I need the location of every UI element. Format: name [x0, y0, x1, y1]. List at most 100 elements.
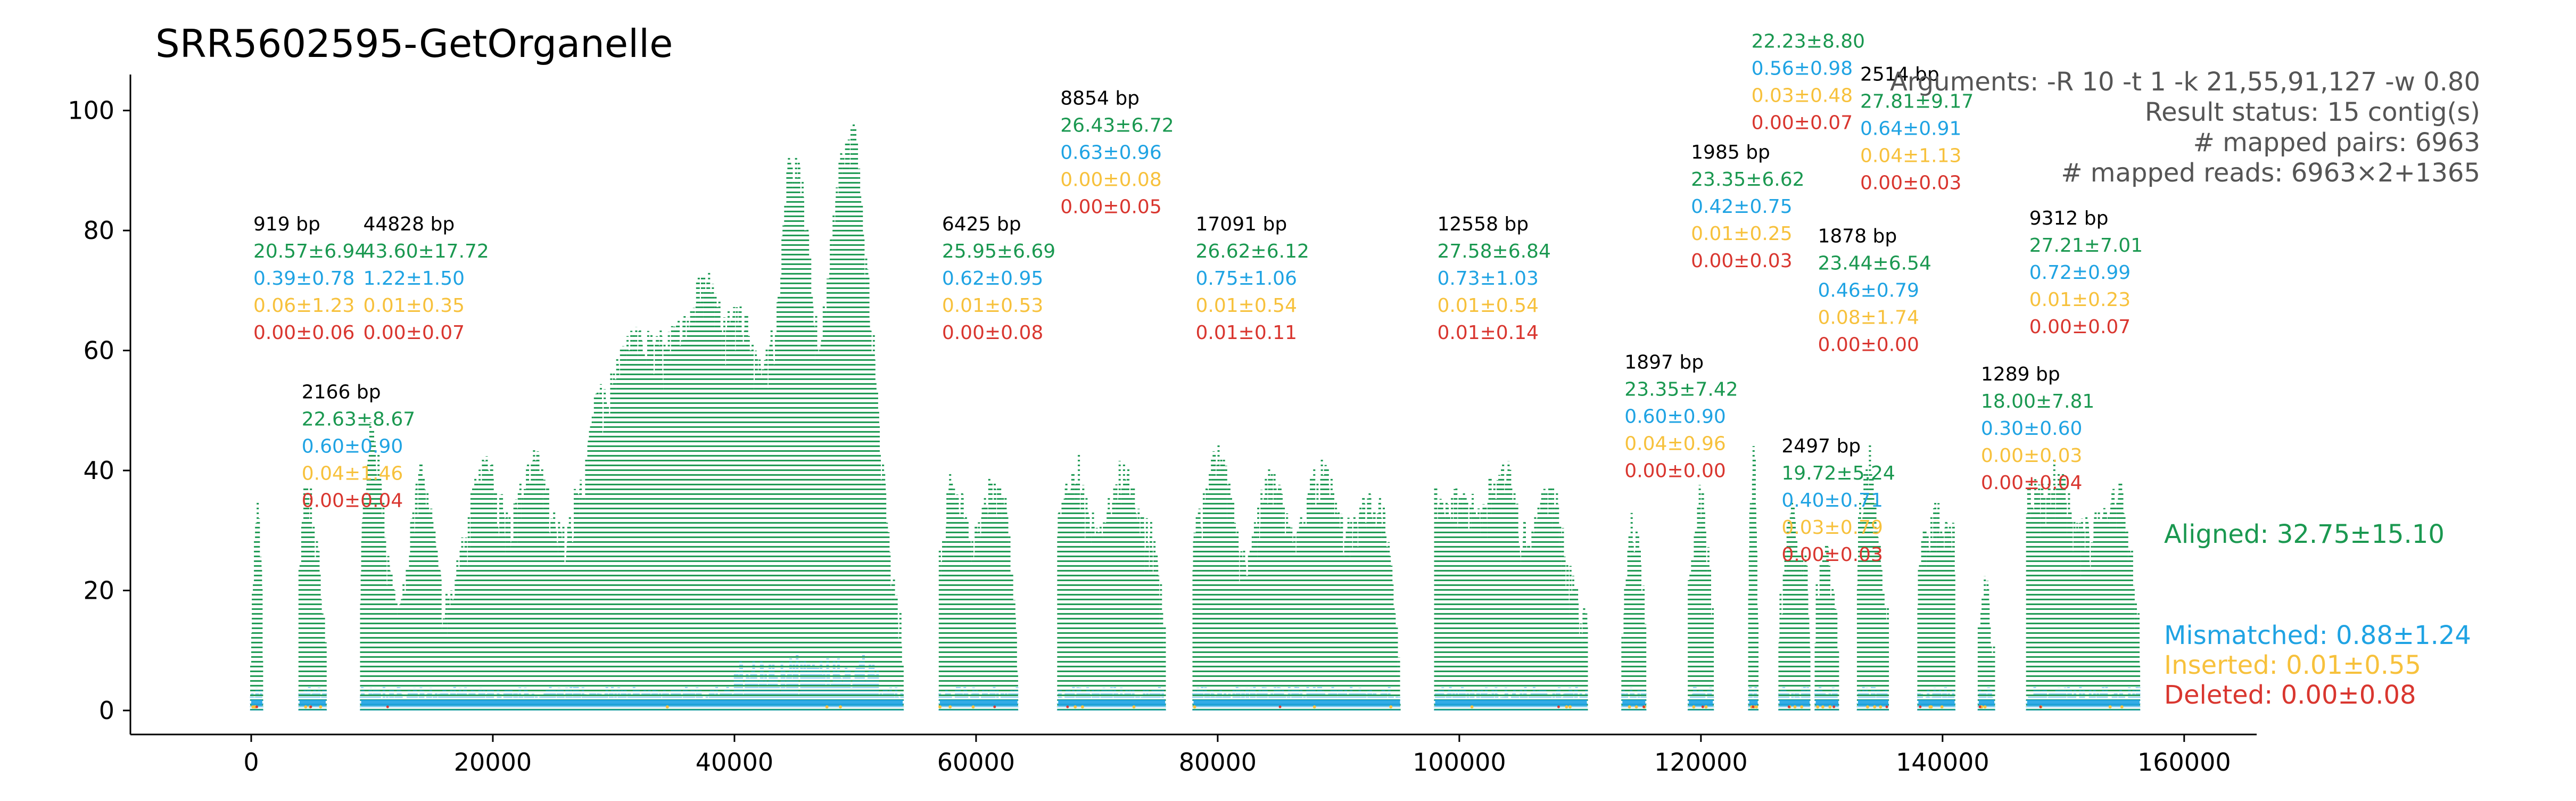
contig-label-15: 1289 bp 18.00±7.81 0.30±0.60 0.00±0.03 0.00±…: [1981, 364, 2094, 494]
legend-mismatched: Mismatched: 0.88±1.24: [2164, 621, 2471, 650]
chart-title: SRR5602595-GetOrganelle: [155, 21, 673, 66]
y-tick-label: 60: [83, 336, 114, 365]
axes-layer: 0 20000 40000 60000 80000 100000 120000 140000 1…: [68, 75, 2257, 777]
contig-inserted-stat: 0.00±0.03: [1981, 445, 2082, 467]
mismatched-baseline: [251, 699, 262, 706]
contig-length-label: 2514 bp: [1860, 63, 1939, 85]
contig-inserted-stat: 0.03±0.48: [1752, 85, 1853, 107]
info-line-1: Arguments: -R 10 -t 1 -k 21,55,91,127 -w…: [1890, 67, 2480, 97]
contig-deleted-stat: 0.00±0.08: [942, 322, 1043, 344]
inserted-point: [938, 705, 942, 709]
contig-length-label: 6425 bp: [942, 213, 1021, 235]
contig-coverage-3: [360, 122, 904, 711]
contig-coverage-11: [1778, 500, 1811, 711]
y-tick-label: 0: [99, 696, 114, 725]
legend-aligned: Aligned: 32.75±15.10: [2164, 519, 2445, 549]
contig-mismatched-stat: 0.40±0.71: [1781, 490, 1883, 511]
mismatched-depth-marks: [2026, 686, 2141, 711]
contig-mismatched-stat: 0.56±0.98: [1752, 58, 1853, 80]
contig-mismatched-stat: 0.60±0.90: [302, 436, 403, 458]
mismatched-baseline: [1779, 699, 1810, 706]
inserted-point: [1879, 705, 1883, 709]
contig-coverage-14: [1917, 503, 1956, 711]
contig-aligned-stat: 26.43±6.72: [1060, 114, 1174, 136]
contig-mismatched-stat: 0.72±0.99: [2029, 262, 2131, 284]
contig-label-10: 22.23±8.80 0.56±0.98 0.03±0.48 0.00±0.07: [1752, 31, 1865, 134]
contig-mismatched-stat: 0.60±0.90: [1624, 406, 1725, 427]
inserted-point: [1800, 705, 1804, 709]
contig-mismatched-stat: 0.46±0.79: [1818, 280, 1919, 302]
contig-length-label: 2166 bp: [302, 382, 381, 403]
aligned-depth-marks: [298, 485, 327, 711]
inserted-point: [1074, 705, 1077, 709]
contig-deleted-stat: 0.00±0.04: [302, 490, 403, 512]
contig-aligned-stat: 22.23±8.80: [1752, 31, 1865, 53]
deleted-point: [1832, 705, 1836, 708]
deleted-point: [1787, 705, 1790, 708]
contig-label-12: 1878 bp 23.44±6.54 0.46±0.79 0.08±1.74 0.00±…: [1818, 226, 1931, 356]
inserted-point: [1312, 705, 1316, 709]
info-line-2: Result status: 15 contig(s): [2145, 97, 2480, 127]
inserted-point: [1929, 705, 1933, 709]
mismatched-baseline: [1815, 699, 1839, 706]
contig-coverage-12: [1814, 543, 1839, 711]
contig-length-label: 1985 bp: [1691, 142, 1770, 163]
contig-length-label: 44828 bp: [364, 213, 455, 235]
contig-aligned-stat: 23.35±6.62: [1691, 169, 1804, 191]
contig-label-9: 1985 bp 23.35±6.62 0.42±0.75 0.01±0.25 0.00±…: [1691, 142, 1804, 272]
aligned-depth-marks: [360, 122, 904, 711]
contig-label-6: 17091 bp 26.62±6.12 0.75±1.06 0.01±0.54 0.01…: [1196, 213, 1309, 344]
contig-aligned-stat: 19.72±5.24: [1781, 463, 1895, 484]
contig-coverage-13: [1856, 444, 1889, 711]
inserted-point: [1692, 705, 1696, 709]
inserted-point: [2120, 705, 2124, 709]
inserted-point: [1816, 705, 1820, 709]
contig-length-label: 1878 bp: [1818, 226, 1897, 247]
y-tick-label: 20: [83, 576, 114, 605]
inserted-point: [1634, 705, 1638, 709]
inserted-point: [1828, 705, 1832, 709]
inserted-point: [1704, 705, 1708, 709]
deleted-point: [386, 705, 389, 708]
inserted-point: [665, 705, 669, 709]
contig-inserted-stat: 0.04±1.13: [1860, 145, 1961, 167]
contig-length-label: 2497 bp: [1781, 435, 1861, 457]
contig-inserted-stat: 0.01±0.23: [2029, 289, 2131, 311]
x-tick-label: 160000: [2137, 748, 2231, 777]
contig-inserted-stat: 0.03±0.79: [1781, 517, 1883, 539]
contig-mismatched-stat: 1.22±1.50: [364, 268, 465, 290]
aligned-depth-marks: [1778, 500, 1811, 711]
aligned-depth-marks: [250, 502, 263, 711]
contig-aligned-stat: 27.81±9.17: [1860, 90, 1974, 112]
x-tick-label: 40000: [696, 748, 773, 777]
x-tick-label: 140000: [1896, 748, 1989, 777]
contig-mismatched-stat: 0.73±1.03: [1437, 268, 1538, 290]
contig-deleted-stat: 0.00±0.07: [2029, 316, 2131, 338]
deleted-point: [1885, 705, 1888, 708]
aligned-depth-marks: [1748, 446, 1758, 711]
deleted-point: [2039, 705, 2042, 708]
mismatched-baseline: [939, 699, 1018, 706]
contig-aligned-stat: 23.35±7.42: [1624, 378, 1738, 400]
contig-inserted-stat: 0.04±1.46: [302, 463, 403, 485]
contig-inserted-stat: 0.01±0.25: [1691, 223, 1792, 245]
aligned-depth-marks: [1917, 503, 1955, 711]
inserted-point: [319, 705, 323, 709]
mismatched-baseline: [1689, 699, 1713, 706]
aligned-depth-marks: [1192, 443, 1401, 711]
contig-deleted-stat: 0.00±0.05: [1060, 196, 1161, 218]
aligned-depth-marks: [2026, 458, 2141, 711]
aligned-depth-marks: [1856, 444, 1889, 711]
contig-aligned-stat: 43.60±17.72: [364, 241, 489, 262]
contig-label-13: 2514 bp 27.81±9.17 0.64±0.91 0.04±1.13 0.00±…: [1860, 63, 1974, 194]
contig-labels-layer: 919 bp 20.57±6.94 0.39±0.78 0.06±1.23 0.00±0…: [253, 31, 2143, 566]
contig-mismatched-stat: 0.30±0.60: [1981, 418, 2082, 440]
contig-mismatched-stat: 0.62±0.95: [942, 268, 1043, 290]
contig-inserted-stat: 0.04±0.96: [1624, 433, 1725, 455]
aligned-depth-marks: [1434, 461, 1588, 711]
inserted-point: [1628, 705, 1631, 709]
mismatched-baseline: [1749, 699, 1758, 706]
info-line-3: # mapped pairs: 6963: [2193, 128, 2480, 158]
